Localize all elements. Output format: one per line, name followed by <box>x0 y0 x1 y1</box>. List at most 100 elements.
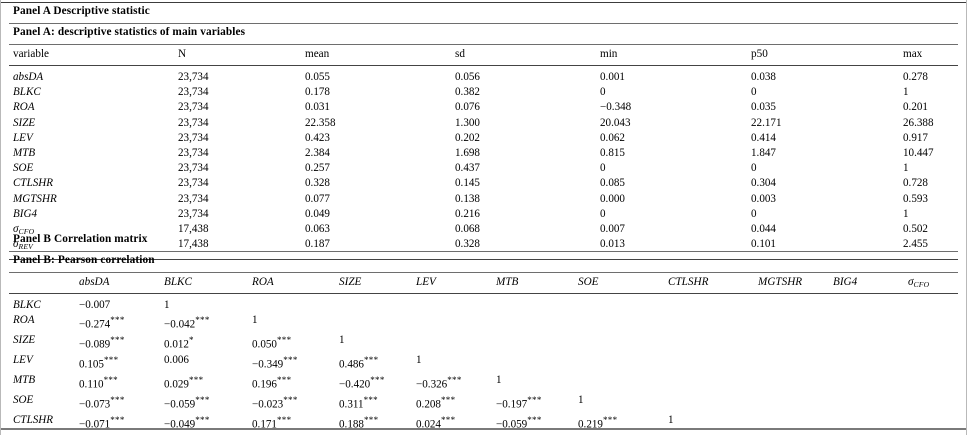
correlation-cell: −0.326*** <box>416 374 462 391</box>
stat-value-p50: 0.035 <box>751 101 776 114</box>
correlation-cell <box>908 298 966 313</box>
correlation-cell: 1 <box>164 299 170 311</box>
table-row: SOE −0.073*** −0.059*** −0.023*** 0.311*** 0.… <box>1 393 966 413</box>
stat-value-max: 0.593 <box>903 192 928 205</box>
table-row: BLKC −0.007 1 <box>1 298 966 313</box>
correlation-cell: −0.023*** <box>252 394 298 411</box>
stat-value-max: 1 <box>903 86 909 99</box>
stat-value-p50: 0.414 <box>751 131 776 144</box>
stat-value-max: 26.388 <box>903 116 934 129</box>
correlation-cell <box>908 393 966 413</box>
stat-value-N: 23,734 <box>178 116 209 129</box>
variable-name-cell: MTB <box>13 147 36 160</box>
variable-name-cell: LEV <box>13 353 33 366</box>
panel-b-col-mgtshr: MGTSHR <box>758 276 803 288</box>
correlation-cell <box>416 298 496 313</box>
stat-value-p50: 0.038 <box>751 71 776 83</box>
significance-stars: *** <box>602 414 618 425</box>
correlation-cell <box>339 298 416 313</box>
stat-value-N: 17,438 <box>178 223 209 236</box>
stat-value-min: 0.000 <box>600 192 625 205</box>
table-row: MTB 23,734 2.384 1.698 0.815 1.847 10.447 <box>1 146 966 161</box>
stat-value-mean: 0.178 <box>305 86 330 99</box>
correlation-cell: 0.024*** <box>416 414 456 431</box>
stat-value-sd: 1.300 <box>455 116 480 129</box>
stat-value-min: 0.085 <box>600 177 625 190</box>
correlation-cell: −0.071*** <box>79 414 125 431</box>
stat-value-mean: 0.423 <box>305 131 330 144</box>
stat-value-sd: 0.216 <box>455 207 480 220</box>
correlation-cell <box>833 373 908 393</box>
correlation-cell <box>668 353 758 373</box>
correlation-cell: 1 <box>758 433 833 435</box>
variable-name-cell: SOE <box>13 162 34 175</box>
significance-stars: *** <box>283 394 298 405</box>
significance-stars: *** <box>110 335 125 346</box>
variable-name-cell: MGTSHR <box>13 192 57 205</box>
stat-value-min: 0 <box>600 162 606 175</box>
panel-b-col-big4: BIG4 <box>833 276 858 288</box>
stat-value-p50: 22.171 <box>751 116 782 129</box>
correlation-cell: −0.007 <box>79 299 111 311</box>
table-row: σCFO 17,438 0.063 0.068 0.007 0.044 0.502 <box>1 222 966 237</box>
correlation-cell <box>758 393 833 413</box>
correlation-cell <box>496 353 578 373</box>
significance-stars: *** <box>195 414 210 425</box>
stat-value-min: 0 <box>600 86 606 99</box>
stat-value-N: 23,734 <box>178 147 209 160</box>
correlation-cell: 1 <box>252 314 258 327</box>
panel-b-body: BLKC −0.007 1 ROA −0.274*** −0.042*** 1 SIZE −0.… <box>1 298 966 435</box>
correlation-cell: 0.171*** <box>252 414 292 431</box>
stat-value-p50: 0 <box>751 207 757 220</box>
stat-value-sd: 0.076 <box>455 101 480 114</box>
variable-name-cell: BLKC <box>13 86 41 99</box>
stat-value-N: 23,734 <box>178 192 209 205</box>
stat-value-sd: 0.138 <box>455 192 480 205</box>
correlation-cell <box>668 373 758 393</box>
stat-value-min: 0.001 <box>600 71 625 83</box>
panel-a-top-rule <box>1 2 966 3</box>
correlation-cell: 0.050*** <box>252 335 292 351</box>
panel-b-col-size: SIZE <box>339 276 362 288</box>
variable-name-cell: SIZE <box>13 116 36 129</box>
significance-stars: *** <box>447 374 462 385</box>
table-row: ROA −0.274*** −0.042*** 1 <box>1 313 966 333</box>
table-row: LEV 23,734 0.423 0.202 0.062 0.414 0.917 <box>1 131 966 146</box>
significance-stars: *** <box>283 354 298 365</box>
table-row: SOE 23,734 0.257 0.437 0 0 1 <box>1 161 966 176</box>
significance-stars: *** <box>363 394 378 405</box>
correlation-cell <box>496 313 578 333</box>
panel-b-col-lev: LEV <box>416 276 436 288</box>
correlation-cell: 0.208*** <box>416 394 456 411</box>
correlation-cell <box>908 333 966 353</box>
stat-value-min: 20.043 <box>600 116 631 129</box>
correlation-cell <box>758 298 833 313</box>
stat-value-max: 0.917 <box>903 131 928 144</box>
correlation-cell <box>578 298 668 313</box>
panel-b-col-mtb: MTB <box>496 276 519 288</box>
significance-stars: *** <box>527 414 542 425</box>
stat-value-mean: 2.384 <box>305 147 330 160</box>
stat-value-sd: 0.068 <box>455 223 480 236</box>
variable-subscript: REV <box>18 242 34 252</box>
panel-a-col-min: min <box>600 48 618 60</box>
variable-name-cell: MTB <box>13 373 36 386</box>
correlation-cell <box>668 333 758 353</box>
correlation-cell: −0.420*** <box>339 374 385 391</box>
variable-name-cell: σCFO <box>13 223 35 237</box>
correlation-cell: 1 <box>496 373 502 386</box>
panel-a-column-header-table: variable N mean sd min p50 max <box>1 45 966 64</box>
correlation-cell <box>578 333 668 353</box>
table-row: CTLSHR −0.071*** −0.049*** 0.171*** 0.188***… <box>1 413 966 433</box>
significance-stars: *** <box>110 315 125 326</box>
stat-value-max: 1 <box>903 207 909 220</box>
correlation-cell <box>496 298 578 313</box>
stat-value-N: 23,734 <box>178 86 209 99</box>
panel-b-caption-rule <box>9 272 958 273</box>
correlation-cell: −0.274*** <box>79 315 125 331</box>
correlation-cell: −0.073*** <box>79 394 125 411</box>
significance-stars: *** <box>103 354 119 365</box>
panel-a-header-rule <box>9 23 958 24</box>
stat-value-p50: 0.003 <box>751 192 776 205</box>
